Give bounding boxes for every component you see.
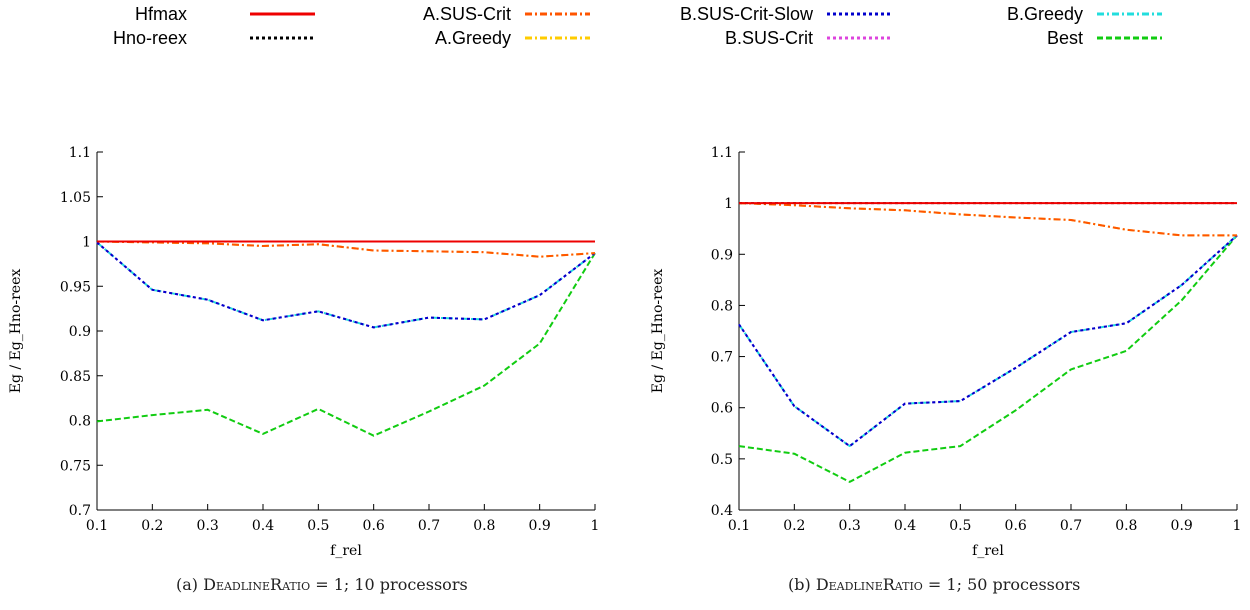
x-tick-label: 0.7 [418,518,440,534]
x-tick-label: 0.6 [363,518,385,534]
series-line-b-sus-crit [738,234,1238,448]
series-line-best [738,234,1238,483]
series-line-b-greedy [738,234,1238,448]
y-tick-label: 1.1 [69,145,91,161]
x-tick-label: 0.3 [197,518,219,534]
x-tick-label: 1 [1233,518,1242,534]
x-tick-label: 0.2 [783,518,805,534]
y-tick-label: 0.8 [69,414,91,430]
y-tick-label: 0.9 [69,324,91,340]
caption-a: (a) DeadlineRatio = 1; 10 processors [176,575,468,594]
legend-label: Hfmax [135,4,187,24]
caption-a-prefix: (a) [176,575,204,594]
series-line-b-sus-crit-slow [96,241,596,329]
y-tick-label: 1.1 [711,145,733,161]
x-axis-label: f_rel [972,543,1004,559]
y-tick-label: 0.6 [711,401,733,417]
x-tick-label: 0.1 [86,518,108,534]
caption-b-term: DeadlineRatio [815,575,923,594]
y-tick-label: 0.8 [711,298,733,314]
y-tick-label: 1 [724,196,733,212]
caption-a-term: DeadlineRatio [203,575,311,594]
x-tick-label: 0.7 [1060,518,1082,534]
legend-label: A.SUS-Crit [423,4,511,24]
legend-label: A.Greedy [435,28,511,48]
y-tick-label: 0.7 [69,503,91,519]
legend-label: B.SUS-Crit-Slow [680,4,814,24]
y-tick-label: 0.7 [711,350,733,366]
legend-label: Hno-reex [113,28,187,48]
y-tick-label: 0.5 [711,452,733,468]
y-tick-label: 0.95 [60,279,91,295]
caption-b: (b) DeadlineRatio = 1; 50 processors [788,575,1080,594]
x-tick-label: 0.9 [529,518,551,534]
chart-panel-a: 0.7 0.75 0.8 0.85 0.9 0.95 1 1.05 1.1 0.1 0.2 0.3 0.… [8,145,599,559]
x-tick-label: 0.4 [252,518,274,534]
x-tick-label: 0.6 [1005,518,1027,534]
x-tick-label: 0.8 [1115,518,1137,534]
y-tick-label: 1 [82,235,91,251]
y-tick-label: 0.75 [60,458,91,474]
series-line-b-sus-crit-slow [738,234,1238,448]
series-line-a-sus-crit [96,240,596,258]
caption-b-prefix: (b) [788,575,816,594]
x-tick-label: 0.3 [839,518,861,534]
x-tick-label: 1 [591,518,600,534]
chart-panel-b: 0.4 0.5 0.6 0.7 0.8 0.9 1 1.1 0.1 0.2 0.3 0.4 0.5 0.6… [650,145,1241,559]
x-tick-label: 0.8 [473,518,495,534]
legend-label: Best [1047,28,1083,48]
y-tick-label: 0.9 [711,247,733,263]
x-tick-label: 0.9 [1171,518,1193,534]
y-tick-label: 0.4 [711,503,733,519]
legend-label: B.Greedy [1007,4,1083,24]
x-tick-label: 0.1 [728,518,750,534]
x-axis-label: f_rel [330,543,362,559]
legend: Hfmax Hno-reex A.SUS-Crit A.Greedy B.SUS-Cri… [113,4,1162,48]
y-axis-label: Eg / Eg_Hno-reex [650,269,666,394]
caption-b-rest: = 1; 50 processors [922,575,1081,594]
y-tick-label: 1.05 [60,190,91,206]
series-line-a-sus-crit [738,202,1237,237]
caption-a-rest: = 1; 10 processors [310,575,468,594]
x-tick-label: 0.2 [141,518,163,534]
x-tick-label: 0.5 [949,518,971,534]
series-line-best [96,252,596,437]
x-tick-label: 0.5 [307,518,329,534]
y-tick-label: 0.85 [60,369,91,385]
series-line-a-greedy [738,202,1237,237]
y-axis-label: Eg / Eg_Hno-reex [8,269,24,394]
x-tick-label: 0.4 [894,518,916,534]
legend-label: B.SUS-Crit [725,28,813,48]
